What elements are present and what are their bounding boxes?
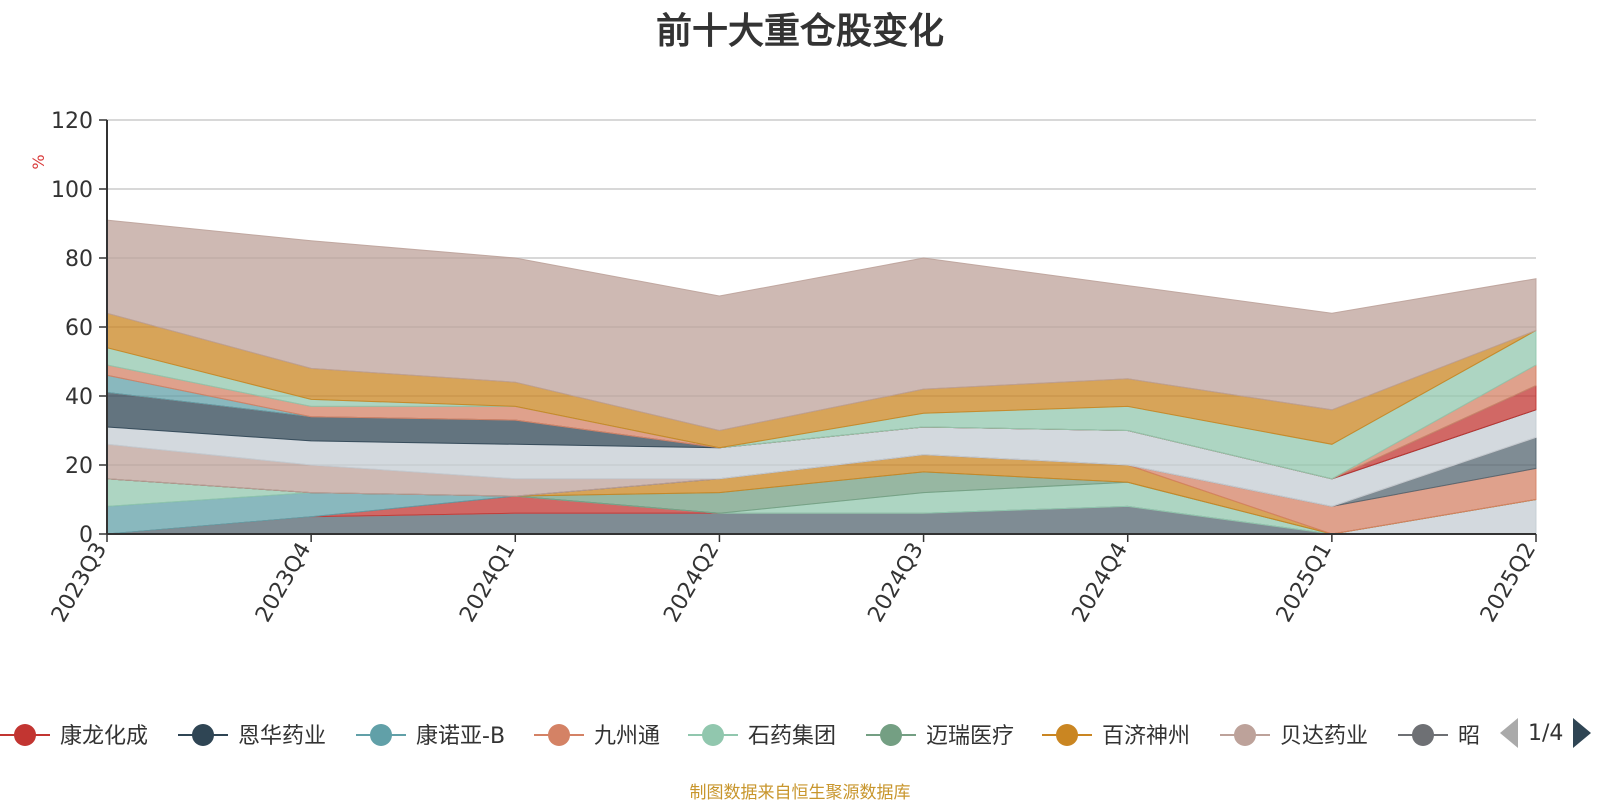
legend-item[interactable]: 恩华药业 <box>178 724 326 749</box>
legend-item[interactable]: 康诺亚-B <box>356 724 505 749</box>
legend-marker-icon <box>14 724 36 746</box>
legend-item[interactable]: 百济神州 <box>1042 724 1190 749</box>
legend-item[interactable]: 迈瑞医疗 <box>866 724 1014 749</box>
y-axis-label: % <box>29 154 48 169</box>
legend-item[interactable]: 石药集团 <box>688 724 836 749</box>
x-tick-label: 2024Q1 <box>455 539 520 627</box>
x-tick-label: 2023Q3 <box>47 539 112 627</box>
legend-item[interactable]: 贝达药业 <box>1220 724 1368 749</box>
y-tick-label: 120 <box>51 109 93 134</box>
legend-item[interactable]: 康龙化成 <box>0 724 148 749</box>
y-tick-label: 20 <box>65 454 93 479</box>
x-tick-label: 2023Q4 <box>251 539 316 627</box>
legend-marker-icon <box>1056 724 1078 746</box>
legend-marker-icon <box>192 724 214 746</box>
legend-label: 贝达药业 <box>1280 724 1368 749</box>
legend-label: 康龙化成 <box>60 724 148 749</box>
y-tick-label: 40 <box>65 385 93 410</box>
legend-marker-icon <box>1234 724 1256 746</box>
legend-marker-icon <box>370 724 392 746</box>
legend-item[interactable]: 昭 <box>1398 724 1480 749</box>
legend-pager[interactable]: 1/4 <box>1500 716 1592 750</box>
legend-marker-icon <box>1412 724 1434 746</box>
legend-label: 恩华药业 <box>238 724 326 749</box>
x-tick-label: 2024Q2 <box>659 539 724 627</box>
x-tick-label: 2024Q4 <box>1068 539 1133 627</box>
y-tick-label: 0 <box>79 523 93 548</box>
legend-label: 康诺亚-B <box>416 724 505 749</box>
x-tick-label: 2025Q1 <box>1272 539 1337 627</box>
legend-label: 昭 <box>1458 724 1480 749</box>
legend-marker-icon <box>880 724 902 746</box>
legend[interactable]: 康龙化成 恩华药业 康诺亚-B 九州通 石药集团 迈瑞医疗 百济神州 贝达药业 昭 <box>0 724 1480 749</box>
legend-label: 迈瑞医疗 <box>926 724 1014 749</box>
legend-label: 九州通 <box>594 724 660 749</box>
area-series <box>106 219 1537 535</box>
legend-label: 百济神州 <box>1102 724 1190 749</box>
legend-item[interactable]: 九州通 <box>534 724 660 749</box>
x-tick-label: 2024Q3 <box>863 539 928 627</box>
source-note: 制图数据来自恒生聚源数据库 <box>689 783 911 803</box>
x-tick-label: 2025Q2 <box>1476 539 1541 627</box>
legend-page-indicator: 1/4 <box>1528 720 1564 746</box>
y-tick-label: 100 <box>51 178 93 203</box>
y-tick-label: 60 <box>65 316 93 341</box>
y-tick-label: 80 <box>65 247 93 272</box>
legend-next-icon[interactable] <box>1573 718 1592 748</box>
chart-title: 前十大重仓股变化 <box>655 11 944 52</box>
legend-label: 石药集团 <box>748 724 836 749</box>
area-layer-17[interactable] <box>106 219 1537 432</box>
legend-marker-icon <box>702 724 724 746</box>
legend-prev-icon[interactable] <box>1500 718 1518 748</box>
legend-marker-icon <box>548 724 570 746</box>
